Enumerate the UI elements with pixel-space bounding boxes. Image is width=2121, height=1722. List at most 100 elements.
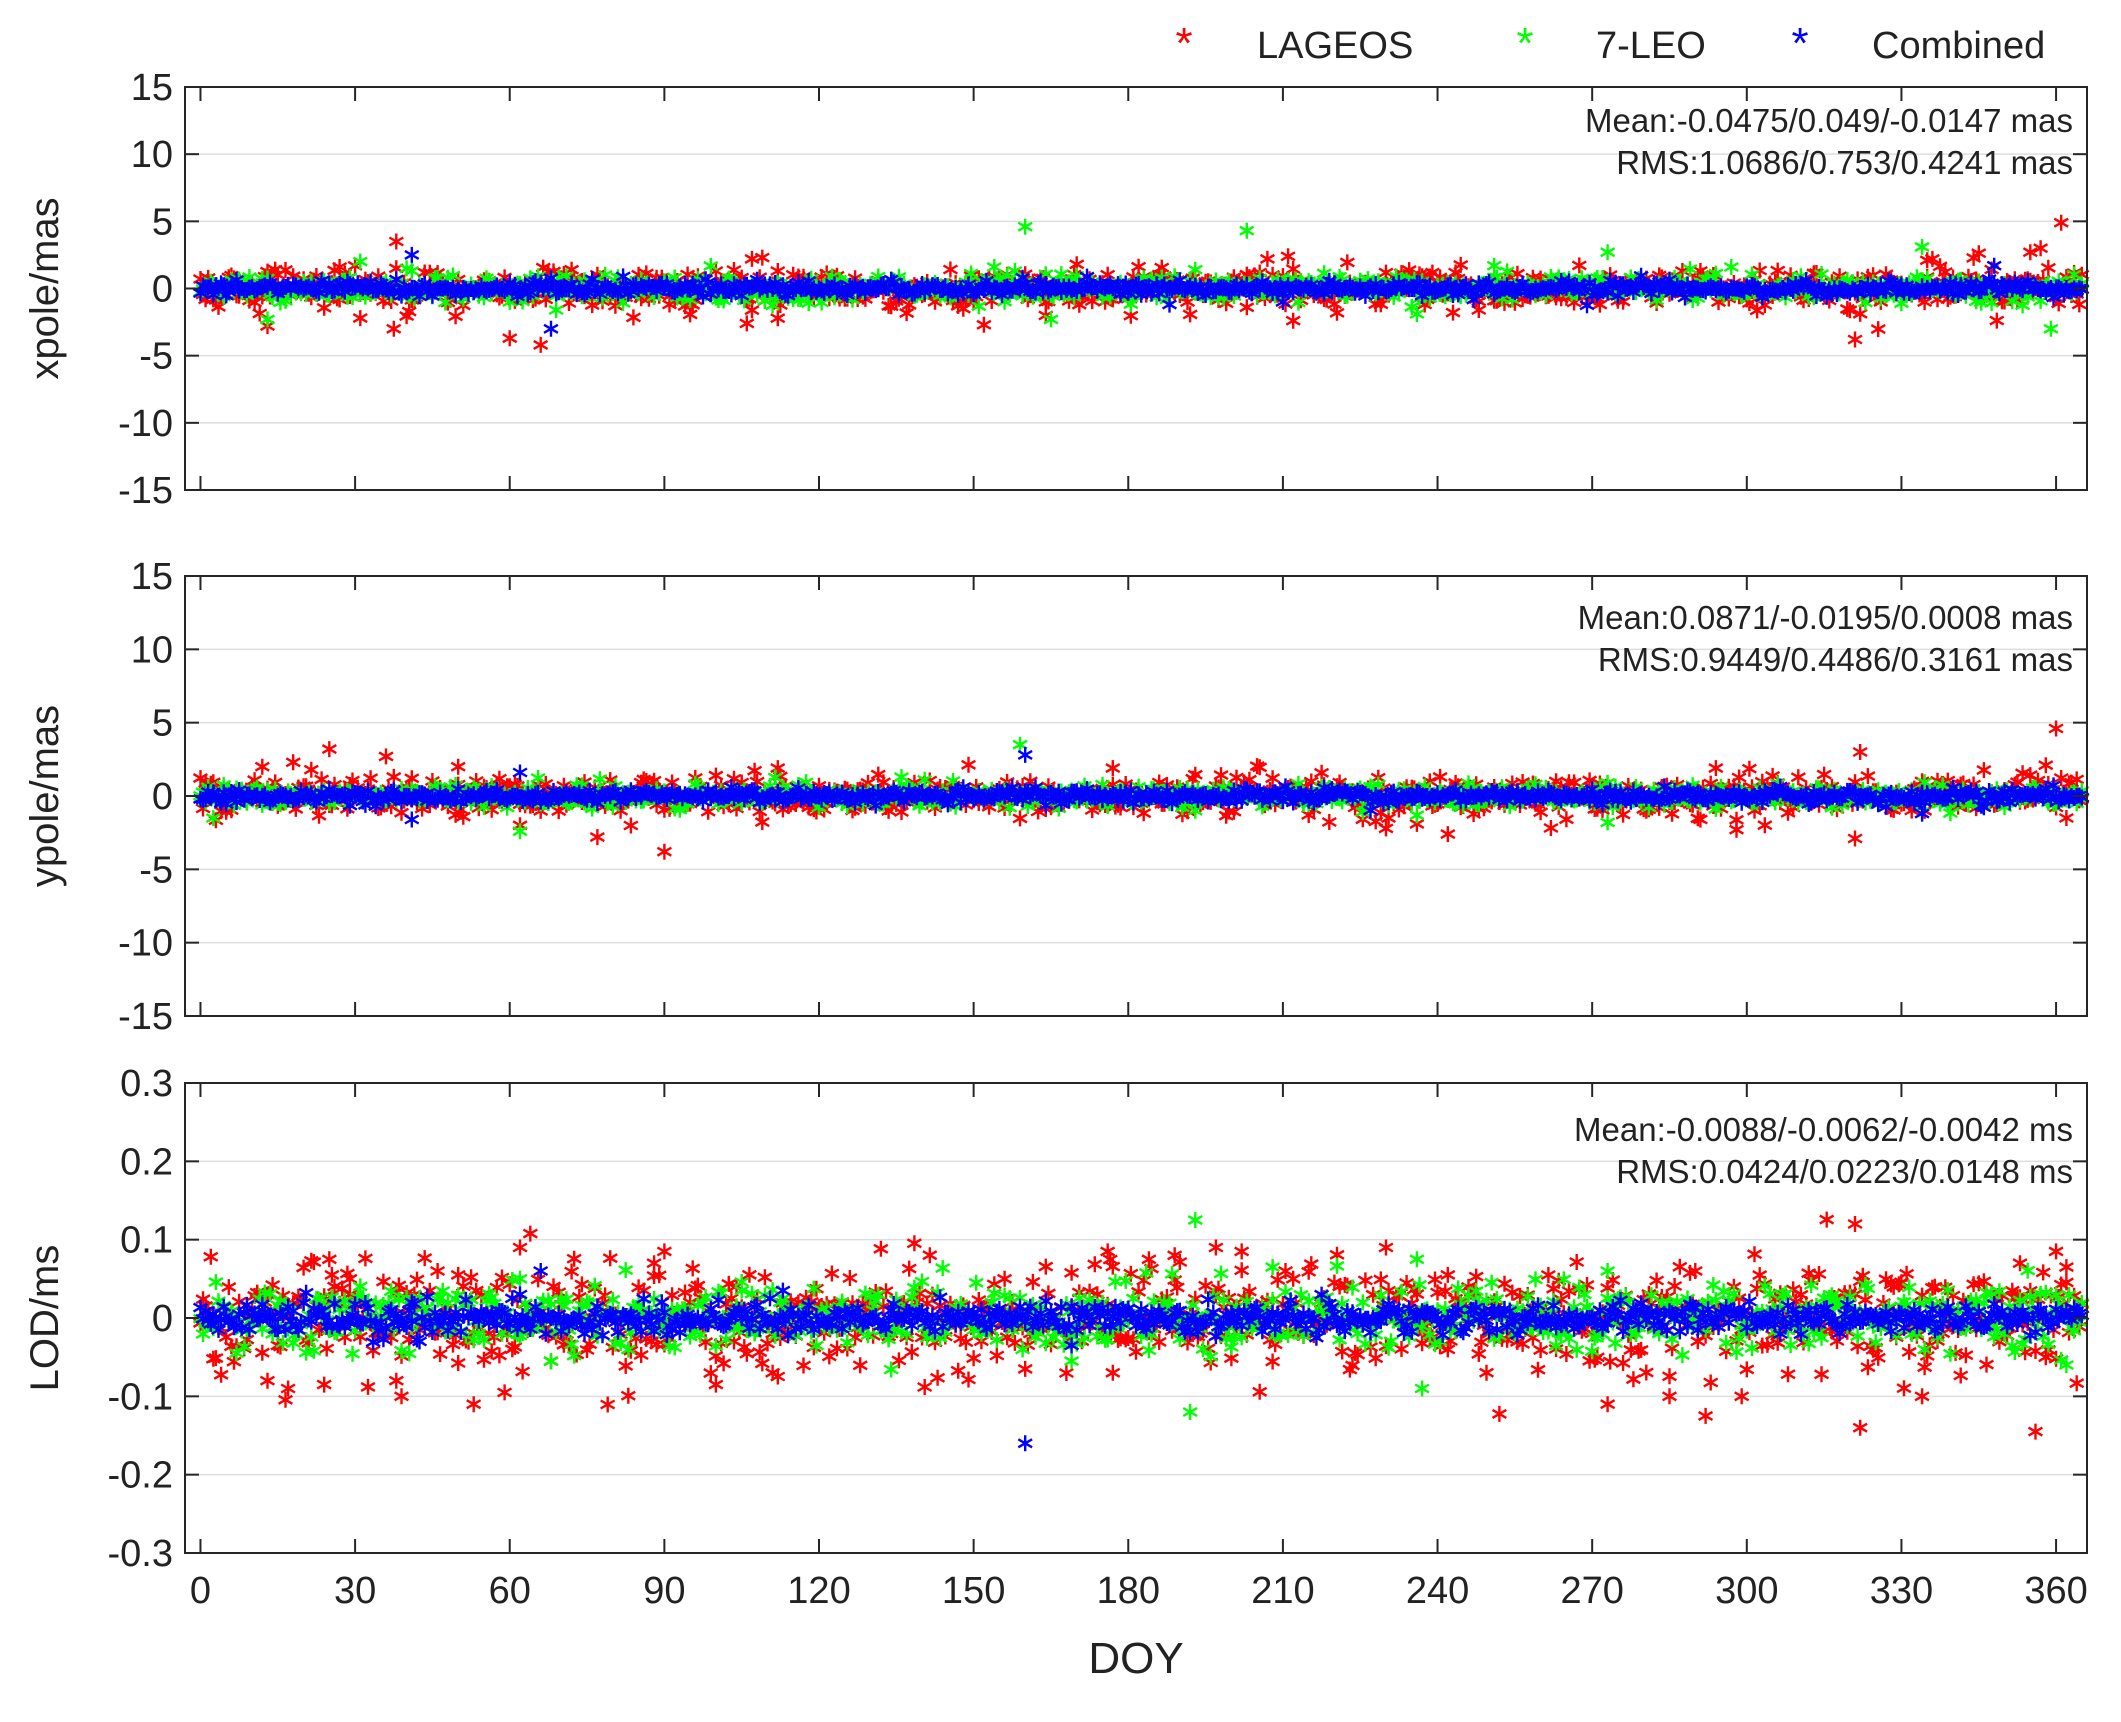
ypole-ytick-label-2: -5 [139,849,173,891]
xpole-ytick-label-0: -15 [118,470,173,512]
xpole-7-leo-point-426 [1290,294,1306,311]
xpole-lageos-point-739 [739,315,755,332]
xpole-7-leo-point-302 [971,298,987,315]
ypole-ytick-label-0: -15 [118,996,173,1038]
panel-ypole-mean-annotation: Mean:0.0871/-0.0195/0.0008 mas [1578,599,2073,636]
xpole-lageos-point-697 [1989,312,2005,329]
xpole-lageos-point-161 [607,297,623,314]
panel-ypole-rms-annotation: RMS:0.9449/0.4486/0.3161 mas [1598,641,2073,678]
xpole-lageos-point-81 [401,303,417,320]
xpole-7-leo-point-95 [437,294,453,311]
ypole-ytick-label-3: 0 [152,776,173,818]
xpole-7-leo-point-222 [765,297,781,314]
legend-marker-combined: * [1791,19,1808,68]
xpole-ytick-label-4: 5 [152,201,173,243]
xpole-ytick-label-6: 15 [131,67,173,109]
panel-xpole-ylabel: xpole/mas [23,197,67,379]
xpole-7-leo-point-731 [259,311,275,328]
xpole-series-combined [192,246,2090,337]
xpole-7-leo-point-629 [1814,266,1830,283]
xpole-lageos-point-651 [1870,321,1886,338]
xpole-7-leo-point-740 [1239,222,1255,239]
xpole-lageos-point-690 [1971,245,1987,262]
xpole-lageos-point-486 [1445,304,1461,321]
xpole-lageos-point-736 [533,336,549,353]
xpole-lageos-point-384 [1182,306,1198,323]
xpole-lageos-point-735 [502,330,518,347]
xpole-combined-point-210 [734,287,750,304]
xpole-combined-point-164 [615,268,631,285]
xpole-lageos-point-489 [1453,256,1469,273]
legend-item-7-leo: * 7-LEO [1516,19,1705,68]
xpole-lageos-point-640 [1842,302,1858,319]
xpole-7-leo-point-736 [1007,263,1023,279]
xpole-7-leo-point-737 [1017,218,1033,235]
xpole-lageos-point-755 [2053,214,2069,231]
xpole-7-leo-point-695 [1984,294,2000,311]
xpole-lageos-point-33 [277,261,294,278]
xpole-7-leo-point-334 [1053,266,1069,283]
legend-item-lageos: * LAGEOS [1175,19,1413,68]
xpole-lageos-point-753 [2022,244,2038,261]
xpole-7-leo-point-735 [986,259,1002,275]
xpole-7-leo-point-732 [352,253,368,270]
xpole-7-leo-point-734 [548,302,564,318]
xpole-lageos-point-168 [625,309,641,326]
ypole-ytick-label-6: 15 [131,556,173,598]
panel-ypole-ylabel: ypole/mas [23,705,67,887]
xpole-lageos-point-441 [1329,304,1345,321]
xpole-lageos-point-99 [448,308,464,325]
xpole-7-leo-point-746 [2043,320,2059,337]
xpole-lageos-point-743 [976,316,992,333]
xpole-ytick-label-2: -5 [139,336,173,378]
xpole-lageos-point-291 [942,261,958,278]
xpole-lageos-point-48 [316,299,332,316]
panel-xpole-rms-annotation: RMS:1.0686/0.753/0.4241 mas [1616,144,2073,181]
xpole-lageos-point-612 [1770,262,1786,279]
xpole-lageos-point-729 [2071,296,2087,313]
xpole-lageos-point-383 [1180,294,1196,311]
xpole-ytick-label-3: 0 [152,269,173,311]
xpole-7-leo-point-733 [399,260,415,277]
xpole-7-leo-point-744 [1723,259,1739,275]
xpole-7-leo-point-743 [1600,244,1616,261]
panel-xpole-mean-annotation: Mean:-0.0475/0.049/-0.0147 mas [1585,102,2073,139]
ypole-ytick-label-5: 10 [131,629,173,671]
xpole-lageos-point-23 [252,305,268,322]
legend-label-7-leo: 7-LEO [1596,25,1706,67]
legend-label-lageos: LAGEOS [1257,25,1413,67]
ypole-ytick-label-4: 5 [152,703,173,745]
xpole-lageos-point-445 [1339,254,1355,271]
xpole-lageos-point-732 [332,259,348,275]
xpole-7-leo-point-742 [1486,257,1502,274]
xpole-7-leo-point-739 [1187,261,1203,278]
xpole-lageos-point-734 [388,233,404,250]
xpole-lageos-point-741 [754,249,770,266]
xpole-lageos-point-535 [1571,257,1587,274]
xpole-lageos-point-543 [1592,296,1608,313]
xpole-lageos-point-748 [1280,248,1296,265]
xpole-lageos-point-746 [1239,299,1255,316]
xpole-combined-point-76 [388,271,404,288]
xpole-lageos-point-747 [1259,250,1275,267]
xpole-7-leo-point-507 [1499,263,1515,280]
ypole-ytick-label-1: -10 [118,923,173,965]
xpole-lageos-point-717 [2040,259,2056,276]
xpole-lageos-point-749 [1285,312,1301,329]
legend-label-combined: Combined [1872,25,2045,67]
xpole-lageos-point-75 [386,320,402,337]
xpole-lageos-point-733 [352,310,368,327]
xpole-lageos-point-224 [770,310,786,327]
xpole-lageos-point-751 [1847,331,1863,348]
xpole-7-leo-point-299 [963,265,979,282]
xpole-7-leo-point-588 [1708,265,1724,282]
xpole-lageos-point-190 [682,306,698,323]
xpole-lageos-point-644 [1852,305,1868,322]
legend-marker-lageos: * [1175,19,1192,68]
xpole-7-leo-point-738 [1043,311,1059,328]
xpole-ytick-label-5: 10 [131,134,173,176]
xpole-7-leo-point-198 [703,257,719,274]
